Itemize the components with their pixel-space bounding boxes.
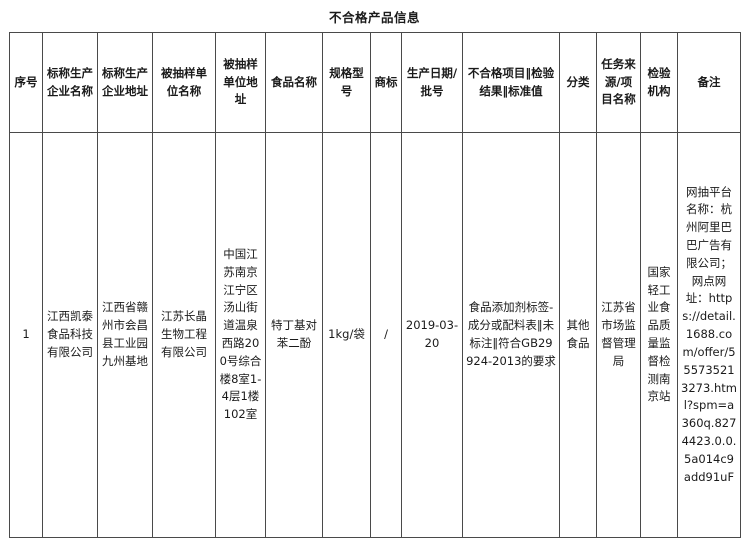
cell-brand: / xyxy=(370,132,402,538)
column-header-sampled-unit-address: 被抽样单位地址 xyxy=(215,32,266,133)
cell-remark: 网抽平台名称：杭州阿里巴巴广告有限公司；网点网址：https://detail.… xyxy=(677,132,741,538)
cell-production-date: 2019-03-20 xyxy=(401,132,463,538)
column-header-remark: 备注 xyxy=(677,32,741,133)
cell-inspection-agency: 国家轻工业食品质量监督检测南京站 xyxy=(640,132,678,538)
column-header-production-date: 生产日期/批号 xyxy=(401,32,463,133)
page-title: 不合格产品信息 xyxy=(328,10,420,25)
cell-sampled-unit-name: 江苏长晶生物工程有限公司 xyxy=(152,132,216,538)
cell-index: 1 xyxy=(9,132,43,538)
column-header-producer-address: 标称生产企业地址 xyxy=(97,32,153,133)
cell-producer-name: 江西凯泰食品科技有限公司 xyxy=(42,132,98,538)
cell-specification: 1kg/袋 xyxy=(322,132,371,538)
column-header-sampled-unit-name: 被抽样单位名称 xyxy=(152,32,216,133)
column-header-producer-name: 标称生产企业名称 xyxy=(42,32,98,133)
column-header-food-name: 食品名称 xyxy=(265,32,323,133)
column-header-task-source: 任务来源/项目名称 xyxy=(596,32,641,133)
column-header-inspection-agency: 检验机构 xyxy=(640,32,678,133)
cell-producer-address: 江西省赣州市会昌县工业园九州基地 xyxy=(97,132,153,538)
column-header-failed-item: 不合格项目‖检验结果‖标准值 xyxy=(462,32,560,133)
cell-task-source: 江苏省市场监督管理局 xyxy=(596,132,641,538)
nonconforming-products-table: 序号 标称生产企业名称 标称生产企业地址 被抽样单位名称 被抽样单位地址 食品名… xyxy=(9,32,741,538)
table-header-row: 序号 标称生产企业名称 标称生产企业地址 被抽样单位名称 被抽样单位地址 食品名… xyxy=(9,32,741,133)
column-header-category: 分类 xyxy=(559,32,597,133)
cell-food-name: 特丁基对苯二酚 xyxy=(265,132,323,538)
column-header-index: 序号 xyxy=(9,32,43,133)
column-header-specification: 规格型号 xyxy=(322,32,371,133)
cell-category: 其他食品 xyxy=(559,132,597,538)
cell-failed-item: 食品添加剂标签-成分或配料表‖未标注‖符合GB29924-2013的要求 xyxy=(462,132,560,538)
table-row: 1 江西凯泰食品科技有限公司 江西省赣州市会昌县工业园九州基地 江苏长晶生物工程… xyxy=(9,132,741,538)
column-header-brand: 商标 xyxy=(370,32,402,133)
cell-sampled-unit-address: 中国江苏南京江宁区汤山街道温泉西路200号综合楼8室1-4层1楼102室 xyxy=(215,132,266,538)
